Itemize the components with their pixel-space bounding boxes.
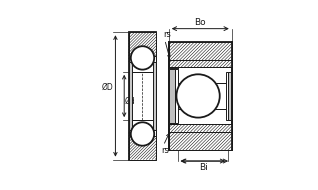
Bar (128, 62, 132, 130)
Bar (128, 56, 156, 62)
Bar (169, 69, 175, 123)
Text: ØD: ØD (101, 83, 113, 92)
Bar (128, 130, 156, 136)
Bar (128, 130, 132, 136)
Bar (128, 32, 156, 160)
Bar (228, 71, 231, 120)
Bar (128, 56, 132, 62)
Bar (226, 71, 231, 120)
Bar (128, 32, 156, 56)
Bar (154, 130, 156, 136)
Bar (128, 136, 156, 160)
Bar (175, 69, 178, 123)
Circle shape (131, 46, 154, 70)
Text: Ød: Ød (125, 97, 136, 106)
Bar (169, 132, 232, 150)
Bar (154, 56, 156, 62)
Text: rs: rs (162, 146, 169, 155)
Circle shape (131, 122, 154, 146)
Text: rs: rs (163, 30, 171, 39)
Circle shape (176, 74, 220, 118)
Text: Bi: Bi (199, 163, 208, 172)
Bar (169, 42, 232, 150)
Bar (169, 42, 232, 60)
Bar (154, 62, 156, 130)
Bar (169, 83, 232, 109)
Bar (169, 60, 232, 67)
Text: Bo: Bo (195, 18, 206, 27)
Bar (128, 72, 156, 120)
Bar (169, 124, 232, 132)
